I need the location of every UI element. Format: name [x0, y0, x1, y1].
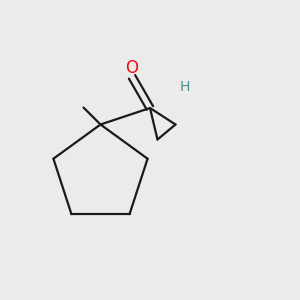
- Text: O: O: [125, 59, 139, 77]
- Text: H: H: [180, 80, 190, 94]
